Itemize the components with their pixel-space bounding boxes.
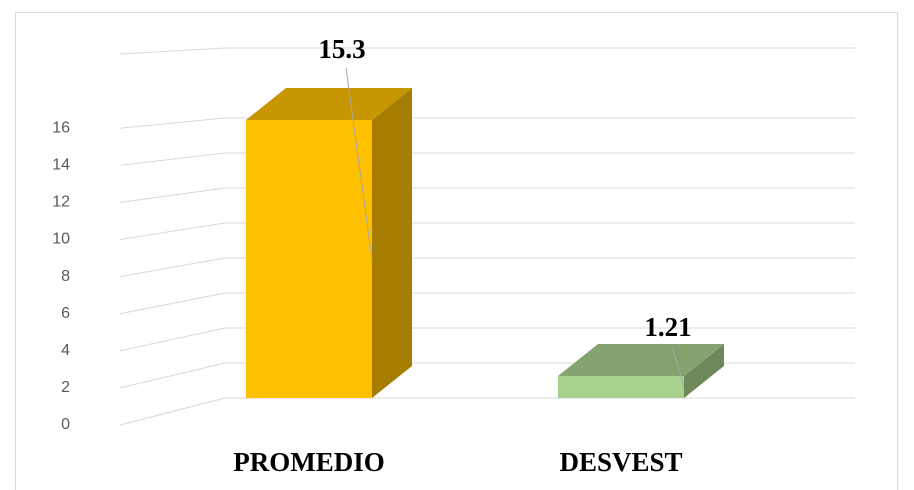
chart-border xyxy=(15,12,898,490)
grid-line xyxy=(119,187,226,203)
y-tick-label: 12 xyxy=(52,194,70,211)
y-tick-label: 14 xyxy=(52,157,70,174)
bar-side xyxy=(684,344,724,398)
bar-side xyxy=(372,88,412,398)
grid-line xyxy=(119,222,226,240)
leader-line xyxy=(345,67,373,260)
grid-line xyxy=(119,292,226,315)
grid-line xyxy=(119,327,226,352)
x-tick-label: PROMEDIO xyxy=(233,447,385,477)
grid-line xyxy=(119,152,226,166)
grid-line xyxy=(119,47,226,55)
y-tick-label: 0 xyxy=(61,416,70,433)
leader-line xyxy=(671,345,685,388)
grid-line xyxy=(119,117,226,129)
y-tick-label: 4 xyxy=(61,342,70,359)
y-tick-label: 16 xyxy=(52,119,70,136)
y-tick-label: 10 xyxy=(52,231,70,248)
grid-line xyxy=(119,257,226,278)
y-tick-label: 6 xyxy=(61,305,70,322)
bar-top xyxy=(246,88,412,120)
bar xyxy=(246,120,372,398)
data-label: 1.21 xyxy=(644,312,691,342)
x-tick-label: DESVEST xyxy=(559,447,682,477)
bar-top xyxy=(558,344,724,377)
y-tick-label: 8 xyxy=(61,268,70,285)
data-label: 15.3 xyxy=(318,34,365,64)
bar xyxy=(558,376,684,398)
grid-line xyxy=(119,397,226,426)
grid-line xyxy=(119,362,226,389)
y-tick-label: 2 xyxy=(61,379,70,396)
